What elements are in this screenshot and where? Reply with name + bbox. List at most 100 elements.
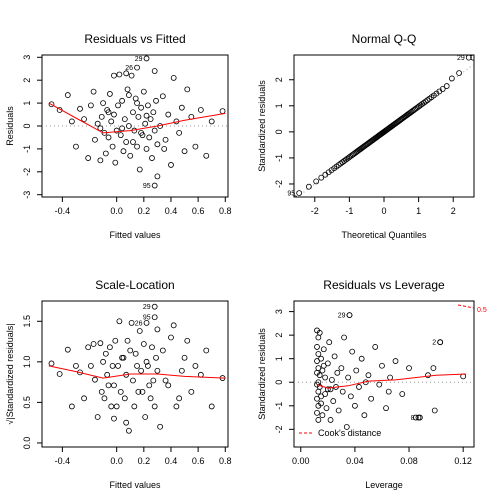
data-point xyxy=(108,118,115,125)
data-point xyxy=(116,71,123,78)
panel-3: Scale-Location Fitted values √|Standardize… xyxy=(5,278,232,490)
data-point xyxy=(188,388,195,395)
x-tick-label: 0.2 xyxy=(138,206,151,216)
data-point xyxy=(430,365,437,372)
data-point xyxy=(144,102,151,109)
data-point xyxy=(127,347,134,354)
x-tick-label: 0.0 xyxy=(110,456,123,466)
data-point xyxy=(412,414,419,421)
data-point xyxy=(105,134,112,141)
data-point xyxy=(125,92,132,98)
data-point xyxy=(168,162,174,168)
data-point xyxy=(134,362,140,369)
data-point xyxy=(331,353,338,360)
data-point xyxy=(92,376,98,383)
data-point xyxy=(105,109,112,116)
data-point xyxy=(120,148,127,155)
data-point xyxy=(125,123,132,129)
data-point xyxy=(154,141,161,148)
x-tick-label: 0.12 xyxy=(454,456,472,466)
data-point xyxy=(130,139,136,145)
data-point xyxy=(108,403,115,410)
data-point xyxy=(106,344,113,351)
data-point xyxy=(142,414,149,420)
data-point xyxy=(313,178,320,185)
data-point xyxy=(64,346,71,353)
data-point xyxy=(184,86,191,93)
data-point xyxy=(68,118,75,125)
x-tick-label: 0.8 xyxy=(219,456,232,466)
data-point xyxy=(139,388,146,395)
x-tick-label: -1 xyxy=(345,206,353,216)
data-point xyxy=(97,157,104,164)
data-point xyxy=(124,337,131,344)
data-point xyxy=(154,326,161,333)
point-label: 29 xyxy=(457,55,465,62)
chart-title: Scale-Location xyxy=(95,278,174,292)
x-axis-label: Fitted values xyxy=(109,230,161,240)
point-label: 29 xyxy=(338,313,346,320)
data-point xyxy=(94,120,101,127)
data-point xyxy=(128,319,135,326)
data-point xyxy=(85,344,92,351)
y-tick-label: 0 xyxy=(274,129,284,134)
data-point xyxy=(121,116,128,123)
data-point xyxy=(102,150,109,157)
plot-frame xyxy=(41,300,229,448)
smoother-line xyxy=(48,365,226,379)
data-point xyxy=(415,414,422,421)
data-point xyxy=(165,111,172,118)
y-tick-label: 0.0 xyxy=(22,437,32,450)
data-point xyxy=(162,377,169,384)
x-tick-label: 0.4 xyxy=(165,206,178,216)
data-point xyxy=(315,388,322,395)
data-point xyxy=(383,405,389,412)
data-point xyxy=(85,155,92,161)
data-point xyxy=(318,393,324,400)
data-point xyxy=(147,395,154,402)
data-point xyxy=(319,367,326,374)
data-point xyxy=(151,314,158,321)
data-point xyxy=(123,70,130,77)
y-tick-label: 1.5 xyxy=(22,315,32,328)
data-point xyxy=(322,374,329,381)
chart-title: Residuals vs Fitted xyxy=(84,32,185,46)
data-point xyxy=(168,334,174,341)
data-point xyxy=(154,367,161,374)
x-tick-label: 0.4 xyxy=(165,456,178,466)
data-point xyxy=(154,173,161,180)
data-point xyxy=(151,127,158,134)
x-tick-label: 0.04 xyxy=(346,456,364,466)
data-point xyxy=(431,407,438,414)
data-point xyxy=(320,362,327,369)
panel-4: Residuals vs Leverage Leverage Standardize… xyxy=(257,278,487,490)
plot-area xyxy=(294,304,474,430)
data-point xyxy=(98,113,105,120)
data-point xyxy=(100,100,106,106)
data-point xyxy=(443,83,450,89)
data-point xyxy=(151,403,158,410)
point-label: 26 xyxy=(125,65,133,72)
y-tick-label: -2 xyxy=(274,180,284,188)
data-point xyxy=(111,415,117,422)
data-point xyxy=(87,362,94,369)
data-point xyxy=(102,350,109,357)
x-tick-label: 2 xyxy=(451,206,456,216)
data-point xyxy=(162,136,169,143)
data-point xyxy=(144,362,151,369)
data-point xyxy=(134,64,140,71)
y-tick-label: 0 xyxy=(274,380,284,385)
data-point xyxy=(406,365,412,372)
panel-2: Normal Q-Q Theoretical Quantiles Standardi… xyxy=(257,32,475,240)
data-point xyxy=(365,372,372,379)
data-point xyxy=(219,108,226,115)
data-point xyxy=(372,344,379,350)
data-point xyxy=(131,403,138,410)
data-point xyxy=(197,107,204,113)
data-point xyxy=(73,362,79,369)
y-tick-label: 0.5 xyxy=(22,396,32,409)
data-point xyxy=(111,111,117,118)
data-point xyxy=(153,354,159,361)
data-point xyxy=(136,328,143,334)
y-tick-label: -1 xyxy=(274,402,284,410)
